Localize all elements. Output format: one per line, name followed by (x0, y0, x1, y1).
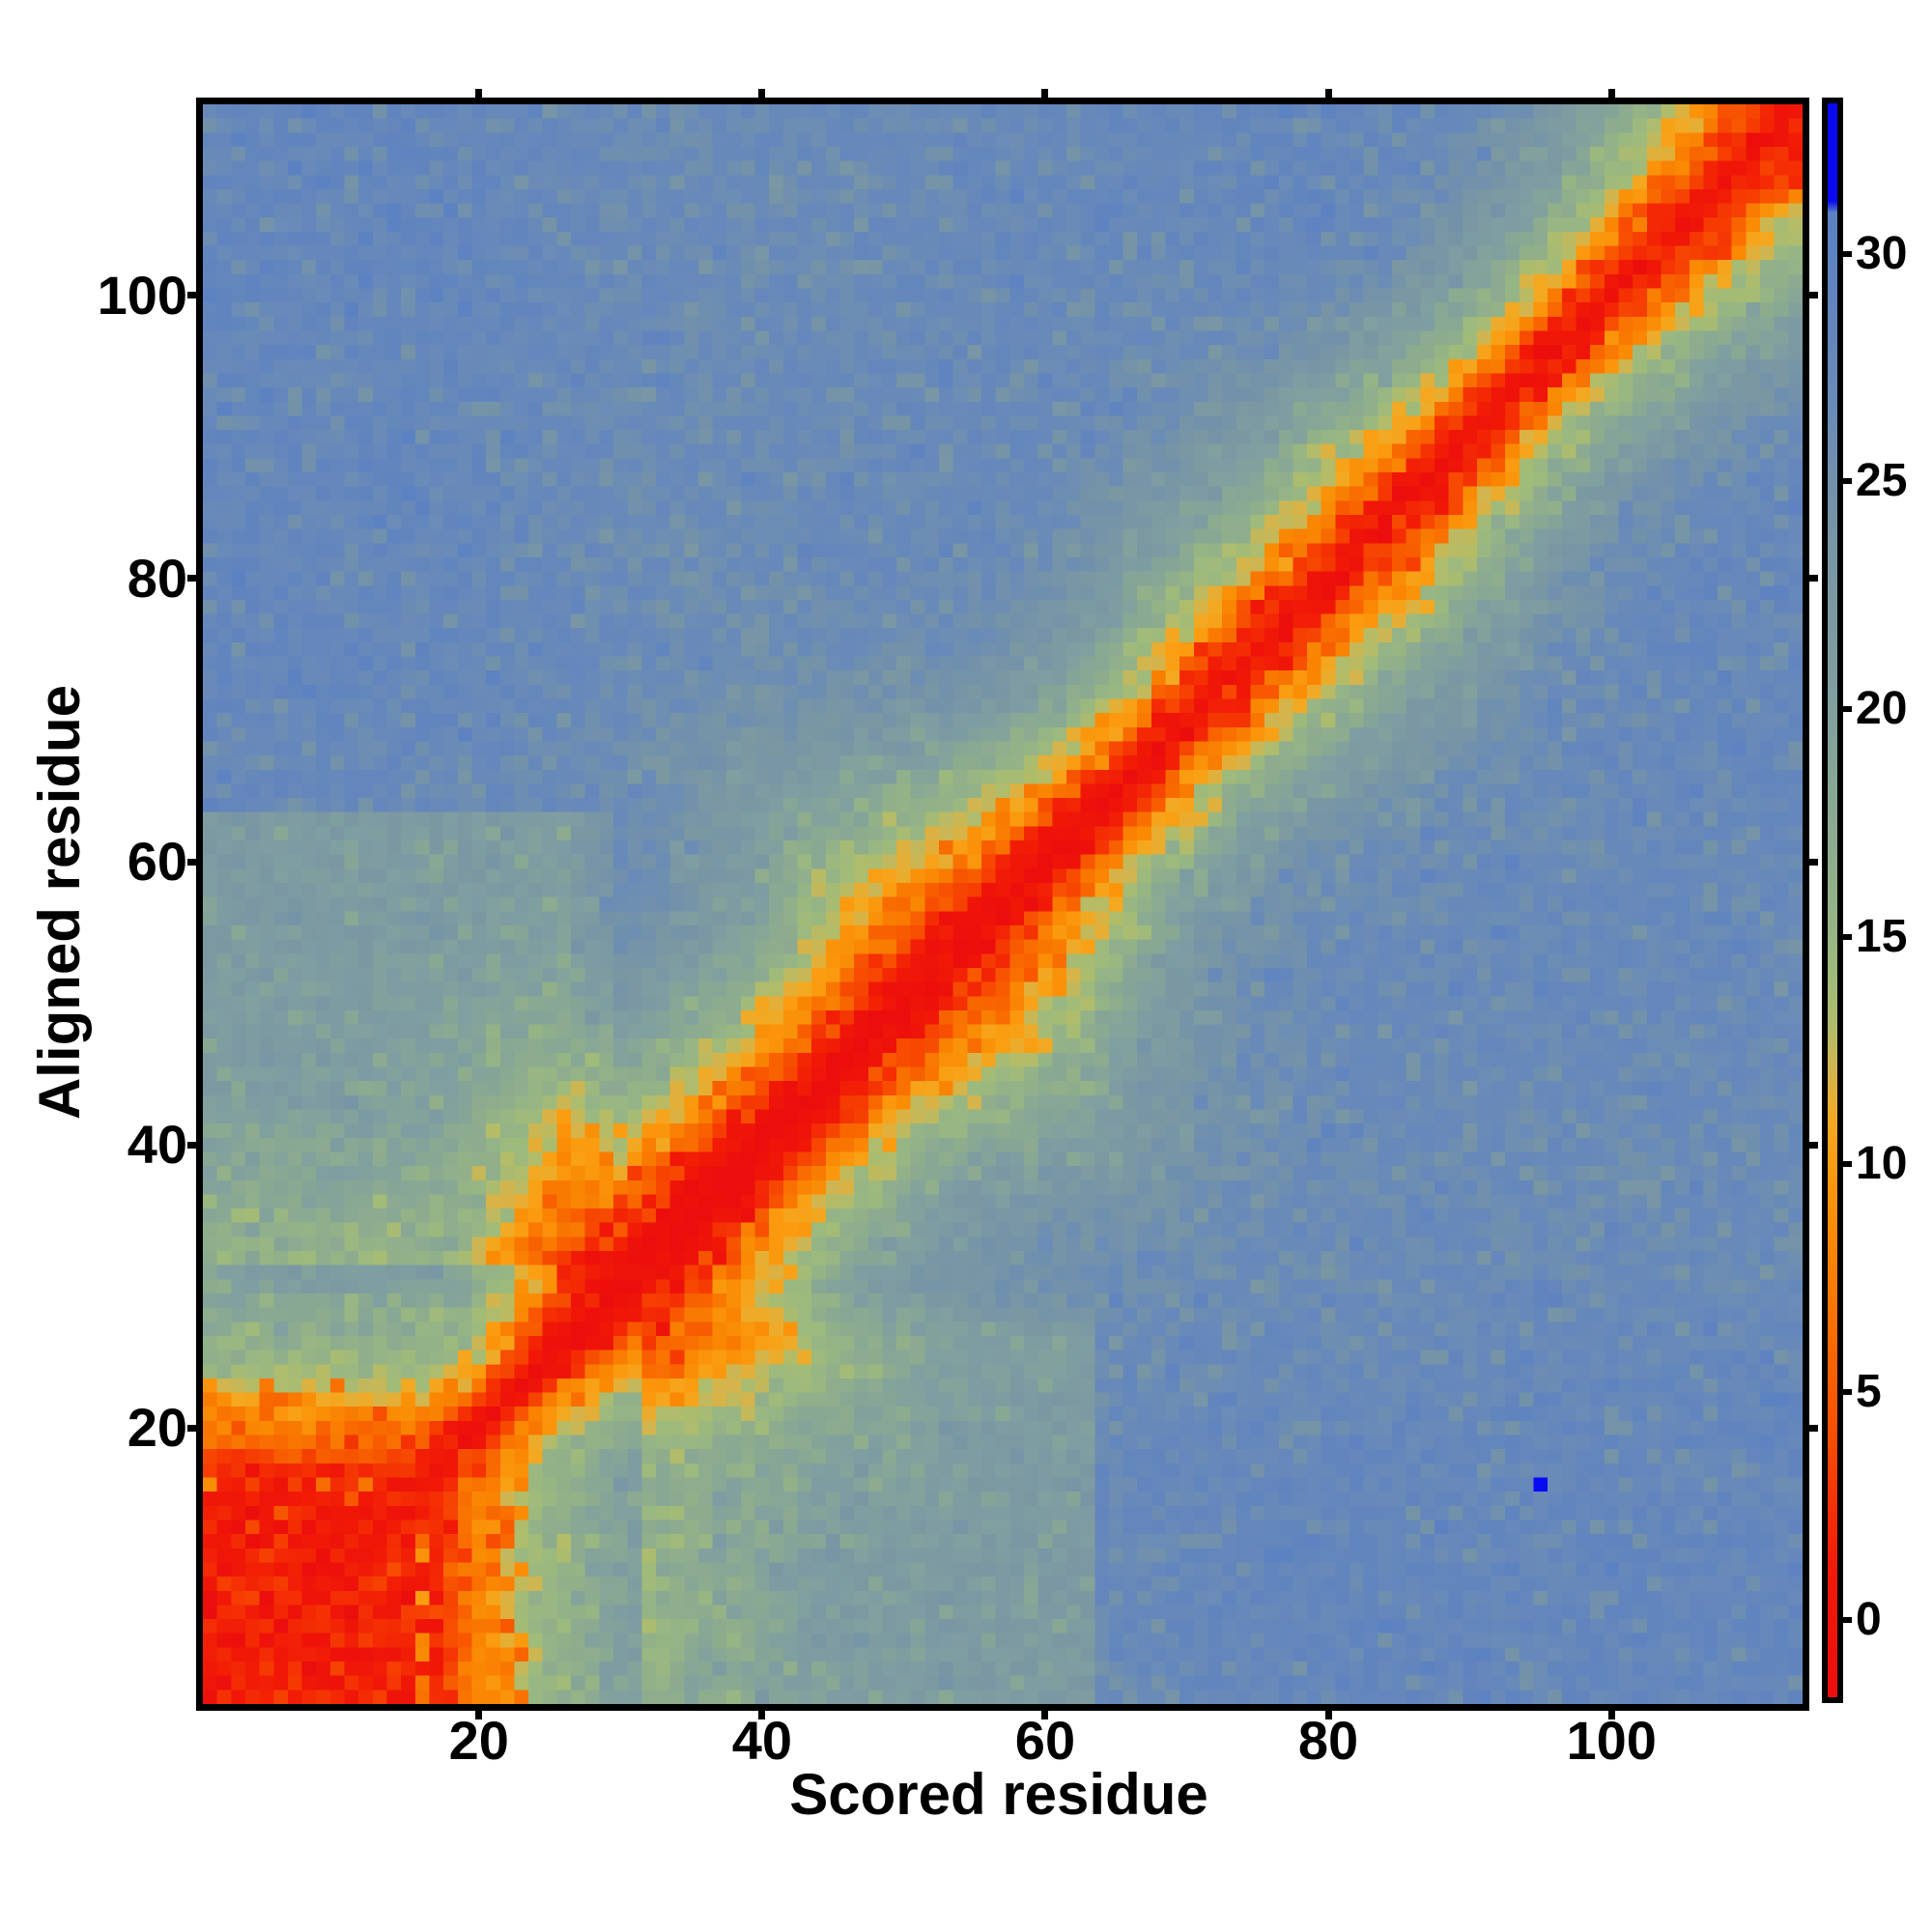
y-axis-right-tick (1809, 858, 1818, 866)
colorbar-tick (1843, 250, 1852, 257)
colorbar-tick-label: 20 (1856, 683, 1908, 734)
x-axis-top-tick (475, 89, 483, 98)
x-axis-top-tick (1324, 89, 1332, 98)
colorbar-gradient-canvas (1828, 103, 1837, 1697)
colorbar-tick-label: 10 (1856, 1138, 1908, 1190)
colorbar-tick-label: 25 (1856, 455, 1908, 507)
y-axis-title: Aligned residue (27, 684, 92, 1121)
y-axis-tick (187, 858, 196, 866)
colorbar-tick (1843, 478, 1852, 485)
colorbar-tick-label: 5 (1856, 1366, 1882, 1418)
y-tick-label: 80 (127, 547, 187, 609)
x-axis-top-tick (758, 89, 766, 98)
x-axis-tick (758, 1711, 766, 1719)
colorbar-tick (1843, 933, 1852, 940)
colorbar (1822, 98, 1843, 1703)
y-axis-right-tick (1809, 1141, 1818, 1149)
colorbar-tick (1843, 1161, 1852, 1168)
x-axis-tick (1324, 1711, 1332, 1719)
plot-area (196, 98, 1809, 1711)
y-tick-label: 60 (127, 831, 187, 893)
x-axis-top-tick (1041, 89, 1049, 98)
x-axis-tick (1607, 1711, 1615, 1719)
y-tick-label: 20 (127, 1397, 187, 1459)
x-tick-label: 40 (731, 1710, 792, 1771)
y-axis-tick (187, 292, 196, 299)
colorbar-tick-label: 0 (1856, 1593, 1882, 1645)
y-tick-label: 100 (97, 264, 187, 326)
x-tick-label: 20 (448, 1710, 509, 1771)
x-tick-label: 100 (1566, 1710, 1657, 1771)
colorbar-tick-label: 15 (1856, 910, 1908, 962)
colorbar-tick-label: 30 (1856, 227, 1908, 279)
y-axis-right-tick (1809, 1424, 1818, 1432)
x-axis-top-tick (1607, 89, 1615, 98)
y-axis-tick (187, 575, 196, 582)
x-axis-title: Scored residue (789, 1762, 1208, 1827)
colorbar-tick (1843, 706, 1852, 712)
y-axis-tick (187, 1141, 196, 1149)
colorbar-tick (1843, 1616, 1852, 1623)
colorbar-tick (1843, 1389, 1852, 1396)
x-axis-tick (475, 1711, 483, 1719)
y-axis-right-tick (1809, 292, 1818, 299)
pae-matrix-canvas (203, 104, 1803, 1704)
y-tick-label: 40 (127, 1114, 187, 1176)
x-axis-tick (1041, 1711, 1049, 1719)
y-axis-right-tick (1809, 575, 1818, 582)
x-tick-label: 80 (1297, 1710, 1359, 1771)
x-tick-label: 60 (1014, 1710, 1076, 1771)
y-axis-tick (187, 1424, 196, 1432)
